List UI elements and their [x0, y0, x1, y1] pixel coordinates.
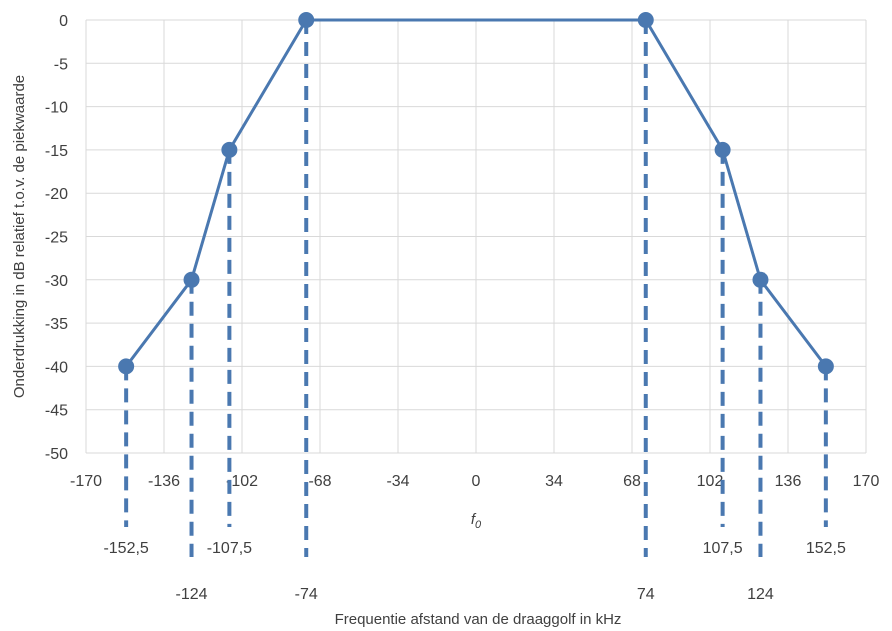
x-axis-ticks: -170 -136 -102 -68 -34 0 34 68 102 136 170 — [70, 473, 879, 490]
y-tick-label: -40 — [45, 359, 68, 376]
center-label: f0 — [471, 511, 482, 531]
data-point — [752, 271, 769, 288]
x-tick-label: -102 — [226, 473, 258, 490]
y-axis-ticks: 0 -5 -10 -15 -20 -25 -30 -35 -40 -45 -50 — [45, 13, 68, 463]
data-point — [714, 141, 731, 158]
x-tick-label: 68 — [623, 473, 641, 490]
center-label-subscript: 0 — [475, 519, 482, 531]
x-tick-label: 170 — [853, 473, 880, 490]
data-point — [637, 12, 654, 28]
x-tick-label: -170 — [70, 473, 102, 490]
y-tick-label: -5 — [54, 56, 68, 73]
drop-label: 152,5 — [806, 540, 846, 557]
data-point — [118, 358, 135, 375]
data-point — [183, 271, 200, 288]
x-tick-label: -68 — [308, 473, 331, 490]
drop-label: -152,5 — [103, 540, 148, 557]
x-tick-label: -34 — [386, 473, 409, 490]
drop-label: -107,5 — [207, 540, 252, 557]
x-tick-label: 136 — [775, 473, 802, 490]
y-tick-label: -30 — [45, 273, 68, 290]
drop-lines — [124, 20, 828, 557]
series-line — [124, 18, 828, 368]
y-tick-label: -15 — [45, 143, 68, 160]
x-tick-label: 102 — [697, 473, 724, 490]
drop-label: 124 — [747, 586, 774, 603]
series — [118, 12, 834, 375]
x-axis-label: Frequentie afstand van de draaggolf in k… — [335, 611, 622, 628]
drop-labels: -152,5 -107,5 107,5 152,5 -124 -74 74 124 — [103, 540, 846, 603]
drop-label: -124 — [176, 586, 208, 603]
x-tick-label: -136 — [148, 473, 180, 490]
center-label-f: f — [471, 511, 477, 528]
grid — [85, 19, 867, 454]
y-tick-label: -10 — [45, 100, 68, 117]
data-point — [817, 358, 834, 375]
y-tick-label: 0 — [59, 13, 68, 30]
x-tick-label: 0 — [472, 473, 481, 490]
y-tick-label: -25 — [45, 230, 68, 247]
y-tick-label: -35 — [45, 316, 68, 333]
y-axis-label: Onderdrukking in dB relatief t.o.v. de p… — [11, 75, 28, 398]
y-tick-label: -45 — [45, 403, 68, 420]
drop-label: 107,5 — [703, 540, 743, 557]
data-point — [298, 12, 315, 28]
y-tick-label: -20 — [45, 186, 68, 203]
drop-label: -74 — [295, 586, 318, 603]
y-tick-label: -50 — [45, 446, 68, 463]
drop-label: 74 — [637, 586, 655, 603]
x-tick-label: 34 — [545, 473, 563, 490]
data-point — [221, 141, 238, 158]
